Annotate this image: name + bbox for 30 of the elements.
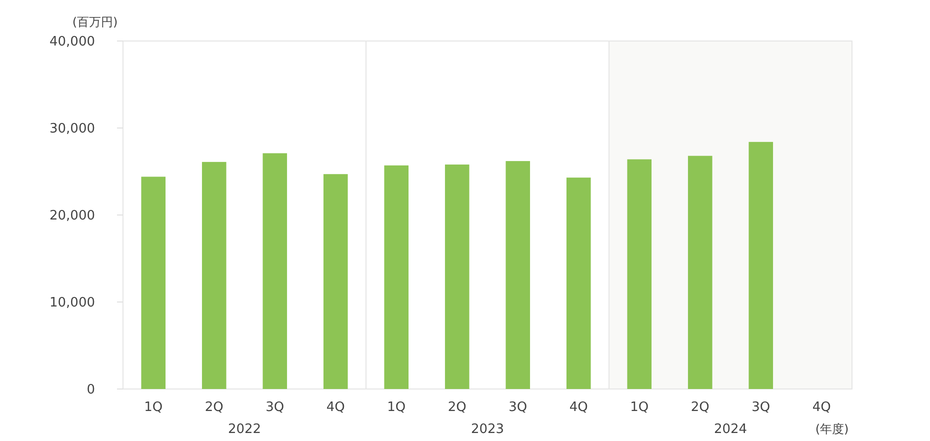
x-tick-label: 4Q <box>569 400 588 415</box>
x-tick-label: 3Q <box>266 400 284 415</box>
y-tick-label: 30,000 <box>50 122 95 137</box>
x-tick-label: 4Q <box>812 400 831 415</box>
bar <box>566 178 591 389</box>
x-tick-label: 1Q <box>630 400 649 415</box>
y-tick-label: 20,000 <box>50 208 95 224</box>
y-tick-label: 0 <box>86 382 95 398</box>
bar <box>202 162 226 389</box>
x-tick-label: 2Q <box>448 400 466 415</box>
y-tick-label: 40,000 <box>50 34 95 50</box>
y-axis-title: (百万円) <box>72 15 118 29</box>
x-axis-title: 2023 <box>470 422 504 437</box>
x-axis-title: 2024 <box>714 422 748 437</box>
text: (年度) <box>815 422 849 436</box>
x-tick-label: 2Q <box>690 400 710 415</box>
x-tick-label: 1Q <box>387 400 406 415</box>
bar <box>506 161 530 389</box>
bar <box>384 165 409 389</box>
x-tick-label: 3Q <box>752 400 770 415</box>
bar <box>141 176 166 389</box>
x-axis-title: 2022 <box>228 422 262 437</box>
x-tick-label: 2Q <box>204 400 224 415</box>
y-tick-label: 10,000 <box>50 296 95 311</box>
x-tick-label: 4Q <box>326 400 345 415</box>
bar <box>323 174 348 389</box>
x-tick-label: 3Q <box>508 400 528 415</box>
x-tick-label: 1Q <box>144 400 163 415</box>
bar <box>444 164 470 389</box>
bar <box>262 153 288 389</box>
